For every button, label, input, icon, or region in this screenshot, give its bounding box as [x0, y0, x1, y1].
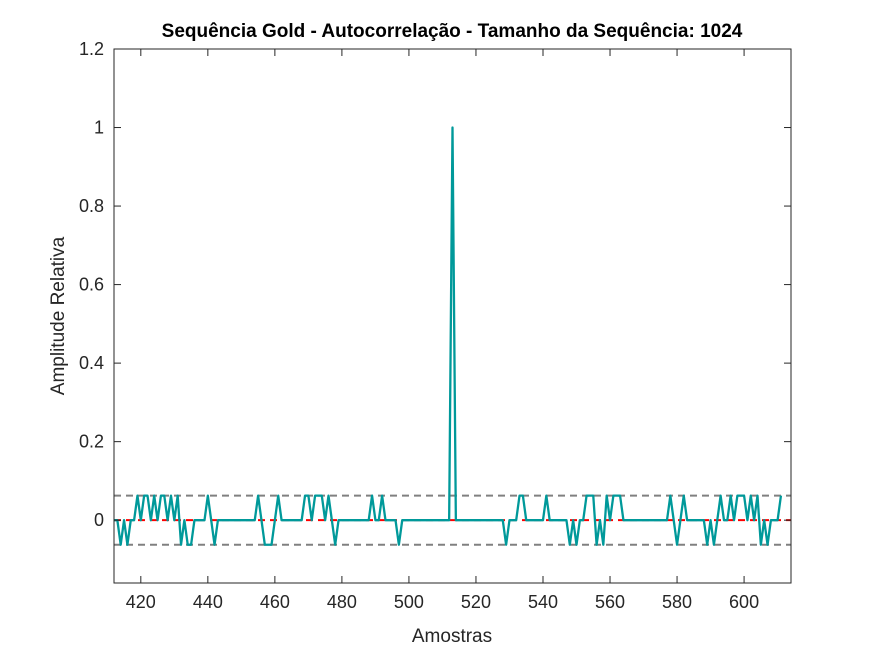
x-tick-label: 520 [461, 592, 491, 612]
x-tick-label: 440 [193, 592, 223, 612]
x-tick-label: 500 [394, 592, 424, 612]
y-tick-label: 1 [94, 118, 104, 138]
y-tick-label: 0.4 [79, 353, 104, 373]
plot-frame [113, 48, 792, 584]
x-tick-label: 460 [260, 592, 290, 612]
chart-title: Sequência Gold - Autocorrelação - Tamanh… [162, 21, 743, 42]
y-tick-label: 0.6 [79, 275, 104, 295]
x-axis-label: Amostras [412, 626, 492, 647]
y-tick-label: 0.8 [79, 196, 104, 216]
x-tick-label: 540 [528, 592, 558, 612]
x-tick-label: 420 [126, 592, 156, 612]
y-axis-label: Amplitude Relativa [48, 236, 69, 395]
x-tick-label: 580 [662, 592, 692, 612]
autocorrelation-series-line [114, 126, 783, 546]
y-tick-label: 0 [94, 510, 104, 530]
x-tick-label: 560 [595, 592, 625, 612]
x-tick-label: 480 [327, 592, 357, 612]
x-tick-label: 600 [729, 592, 759, 612]
y-tick-label: 1.2 [79, 39, 104, 59]
y-tick-label: 0.2 [79, 432, 104, 452]
